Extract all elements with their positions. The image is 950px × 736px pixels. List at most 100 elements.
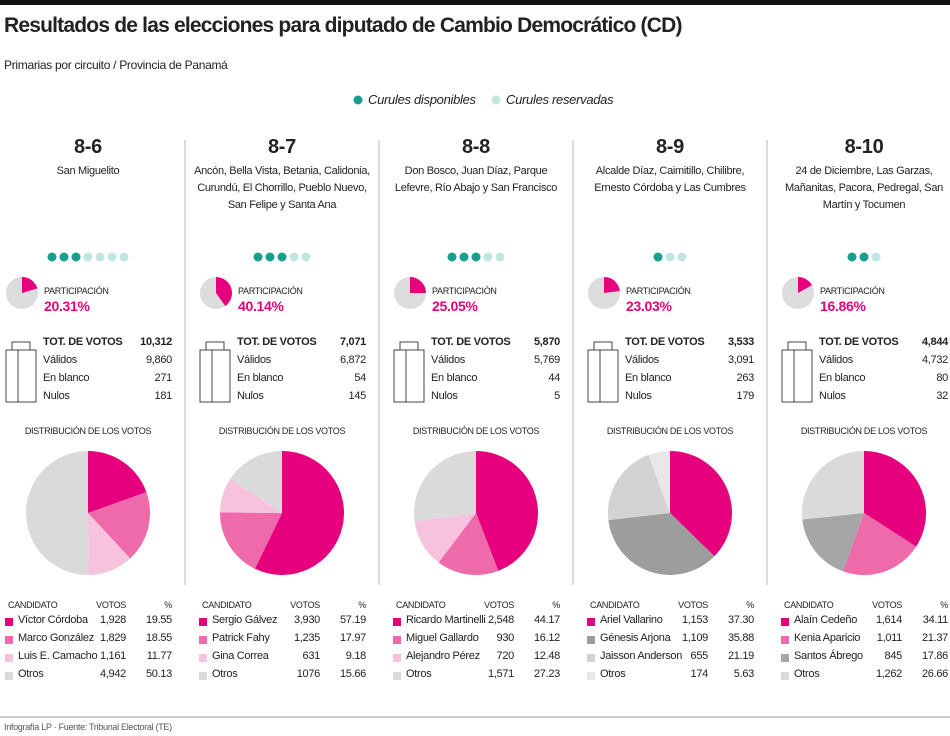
pie-slice xyxy=(88,451,147,513)
candidate-name: Luis E. Camacho xyxy=(18,650,98,662)
seat-dot xyxy=(447,252,457,262)
pie-slice xyxy=(438,513,499,576)
column-header: CANDIDATO xyxy=(590,600,640,610)
totals-value: 5,870 xyxy=(533,336,560,348)
totals-label: En blanco xyxy=(431,372,478,384)
legend-swatch xyxy=(781,618,789,626)
legend-swatch xyxy=(393,636,401,644)
totals-label: Válidos xyxy=(431,354,465,366)
totals-label: En blanco xyxy=(237,372,284,384)
candidate-votes: 631 xyxy=(302,650,321,662)
circuit-area: Ancón, Bella Vista, Betania, Calidonia, … xyxy=(194,165,370,211)
candidate-votes: 720 xyxy=(496,650,515,662)
totals-value: 54 xyxy=(354,372,366,384)
candidate-votes: 655 xyxy=(690,650,709,662)
candidate-votes: 3,930 xyxy=(293,614,320,626)
seat-dot xyxy=(253,252,263,262)
candidate-votes: 1,161 xyxy=(99,650,126,662)
totals-value: 4,844 xyxy=(921,336,948,348)
candidate-name: Otros xyxy=(18,668,44,680)
seat-dot xyxy=(301,252,311,262)
seat-dot xyxy=(265,252,275,262)
legend-swatch xyxy=(781,672,789,680)
candidate-percent: 5.63 xyxy=(733,668,755,680)
column-header: % xyxy=(164,600,172,610)
participation-label: PARTICIPACIÓN xyxy=(432,286,497,296)
seat-dot xyxy=(59,252,69,262)
circuit-area: Alcalde Díaz, Caimitillo, Chilibre, Erne… xyxy=(594,165,746,194)
totals-value: 5,769 xyxy=(533,354,560,366)
seat-dot xyxy=(665,252,675,262)
totals-label: TOT. DE VOTOS xyxy=(237,336,317,348)
pie-slice xyxy=(476,451,539,571)
seat-dot xyxy=(495,252,505,262)
candidate-name: Miguel Gallardo xyxy=(406,632,479,644)
totals-label: En blanco xyxy=(43,372,90,384)
participation-label: PARTICIPACIÓN xyxy=(44,286,109,296)
legend-swatch xyxy=(587,654,595,662)
participation-wedge xyxy=(22,277,38,293)
column-header: % xyxy=(552,600,560,610)
legend-swatch xyxy=(199,636,207,644)
totals-label: Válidos xyxy=(625,354,659,366)
pie-slice xyxy=(802,513,864,572)
candidate-name: Sergio Gálvez xyxy=(212,614,278,626)
totals-value: 80 xyxy=(936,372,948,384)
candidate-name: Ricardo Martinelli xyxy=(406,614,486,626)
candidate-name: Santos Ábrego xyxy=(794,650,863,662)
candidate-name: Patrick Fahy xyxy=(212,632,270,644)
candidate-percent: 50.13 xyxy=(145,668,172,680)
legend-swatch xyxy=(781,636,789,644)
seat-dot xyxy=(471,252,481,262)
candidate-votes: 2,548 xyxy=(487,614,514,626)
legend-swatch xyxy=(393,618,401,626)
participation-wedge xyxy=(604,277,620,293)
participation-value: 20.31% xyxy=(44,298,90,314)
participation-wedge xyxy=(798,277,812,293)
candidate-name: Gina Correa xyxy=(212,650,269,662)
legend-swatch xyxy=(5,654,13,662)
candidate-percent: 37.30 xyxy=(727,614,754,626)
candidate-percent: 19.55 xyxy=(145,614,172,626)
ballot-icon xyxy=(587,341,619,403)
legend-swatch xyxy=(199,654,207,662)
candidate-name: Alejandro Pérez xyxy=(406,650,480,662)
pie-slice xyxy=(608,454,670,521)
totals-value: 263 xyxy=(736,372,755,384)
pie-slice xyxy=(608,513,715,575)
totals-value: 3,533 xyxy=(727,336,754,348)
legend-swatch xyxy=(587,636,595,644)
totals-label: Nulos xyxy=(819,390,846,402)
totals-label: TOT. DE VOTOS xyxy=(431,336,511,348)
totals-value: 145 xyxy=(348,390,367,402)
totals-value: 4,732 xyxy=(921,354,948,366)
seat-dot xyxy=(677,252,687,262)
participation-value: 25.05% xyxy=(432,298,478,314)
seat-dot xyxy=(871,252,881,262)
pie-slice xyxy=(413,451,476,522)
ballot-icon xyxy=(5,341,37,403)
pie-slice xyxy=(25,451,89,575)
column-header: VOTOS xyxy=(872,600,902,610)
participation-wedge xyxy=(410,277,426,294)
seat-dot xyxy=(95,252,105,262)
column-header: VOTOS xyxy=(290,600,320,610)
candidate-percent: 15.66 xyxy=(339,668,366,680)
legend-swatch xyxy=(393,654,401,662)
distribution-title: DISTRIBUCIÓN DE LOS VOTOS xyxy=(24,426,152,436)
participation-label: PARTICIPACIÓN xyxy=(820,286,885,296)
candidate-name: Víctor Córdoba xyxy=(18,614,88,626)
candidate-percent: 21.19 xyxy=(727,650,754,662)
column-header: VOTOS xyxy=(678,600,708,610)
seat-dot xyxy=(83,252,93,262)
circuit-title: 8-10 xyxy=(844,136,884,158)
legend-swatch xyxy=(781,654,789,662)
pie-slice xyxy=(670,451,732,557)
totals-value: 271 xyxy=(154,372,173,384)
totals-label: Nulos xyxy=(625,390,652,402)
totals-label: Válidos xyxy=(819,354,853,366)
column-header: CANDIDATO xyxy=(784,600,834,610)
totals-label: Válidos xyxy=(237,354,271,366)
participation-value: 16.86% xyxy=(820,298,866,314)
